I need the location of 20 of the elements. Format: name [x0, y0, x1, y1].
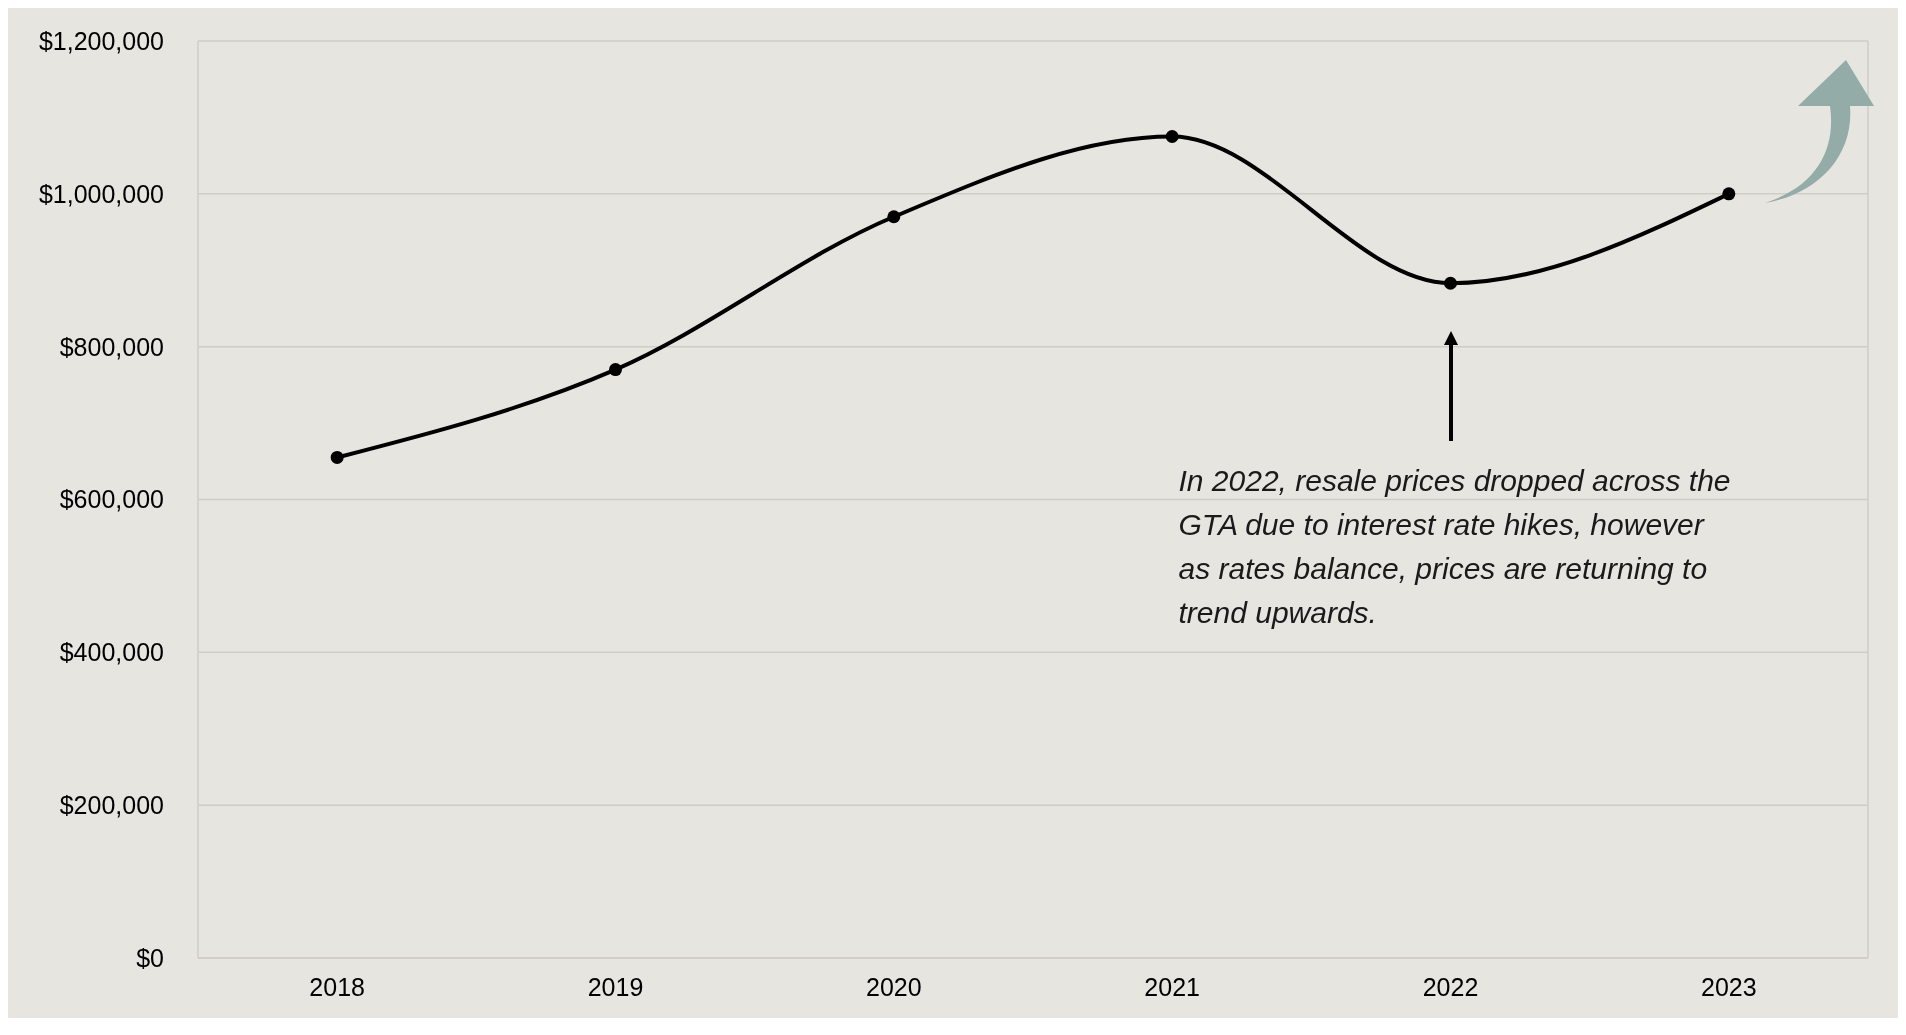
point	[1722, 187, 1736, 201]
y-tick-label: $200,000	[59, 791, 164, 820]
x-tick-label: 2021	[1144, 972, 1200, 1001]
point	[1444, 276, 1457, 290]
y-tick-label: $600,000	[59, 485, 164, 514]
x-tick-label: 2023	[1701, 972, 1757, 1001]
y-tick-label: $1,200,000	[38, 26, 164, 55]
annotation: In 2022, resale prices dropped across the GTA due to interest rate hikes, however as rates balance, prices are returning to trend upwards.	[1178, 463, 1732, 632]
y-tick-label: $800,000	[59, 332, 164, 361]
point	[887, 210, 901, 224]
y-tick-label: $0	[136, 943, 164, 972]
y-tick-label: $400,000	[59, 638, 164, 667]
point	[609, 363, 622, 377]
y-tick-label: $1,000,000	[38, 179, 164, 208]
point	[330, 450, 344, 464]
x-tick-label: 2018	[309, 972, 365, 1001]
x-tick-label: 2020	[866, 972, 922, 1001]
x-tick-label: 2019	[587, 972, 644, 1001]
x-tick-label: 2022	[1422, 972, 1479, 1001]
point	[1165, 130, 1179, 144]
